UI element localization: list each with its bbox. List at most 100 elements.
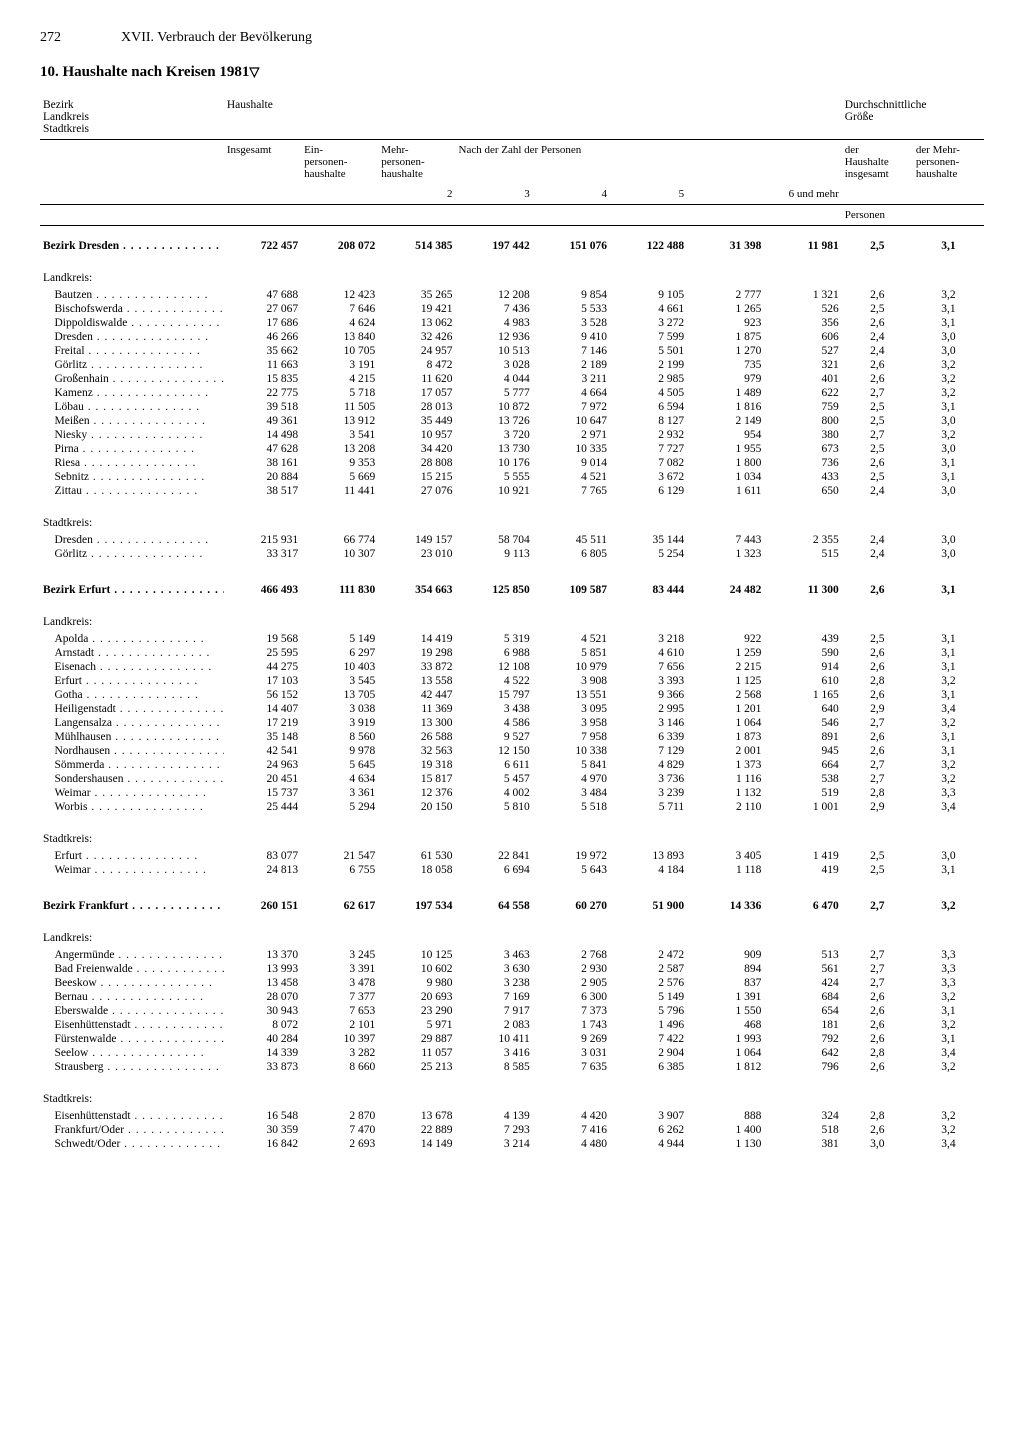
cell: 4 521 <box>533 470 610 484</box>
cell: 61 530 <box>378 849 455 863</box>
cell: 12 423 <box>301 288 378 302</box>
row-label: Sömmerda <box>40 758 224 772</box>
cell: 25 213 <box>378 1060 455 1083</box>
cell: 109 587 <box>533 570 610 606</box>
cell: 3,1 <box>913 570 984 606</box>
cell: 4 970 <box>533 772 610 786</box>
cell: 58 704 <box>456 533 533 547</box>
cell: 7 436 <box>456 302 533 316</box>
cell: 35 265 <box>378 288 455 302</box>
cell: 3,2 <box>913 1123 984 1137</box>
table-row: Erfurt17 1033 54513 5584 5223 9083 3931 … <box>40 674 984 688</box>
row-label: Kamenz <box>40 386 224 400</box>
hdr-insgesamt: Insgesamt <box>224 140 301 185</box>
cell: 9 105 <box>610 288 687 302</box>
cell: 7 422 <box>610 1032 687 1046</box>
table-row: Arnstadt25 5956 29719 2986 9885 8514 610… <box>40 646 984 660</box>
cell: 19 298 <box>378 646 455 660</box>
cell: 684 <box>764 990 841 1004</box>
cell: 10 338 <box>533 744 610 758</box>
cell: 2,9 <box>842 702 913 716</box>
cell: 3 214 <box>456 1137 533 1160</box>
cell: 3 272 <box>610 316 687 330</box>
cell: 4 944 <box>610 1137 687 1160</box>
cell: 16 548 <box>224 1109 301 1123</box>
cell: 7 727 <box>610 442 687 456</box>
cell: 2,6 <box>842 1004 913 1018</box>
cell: 2 995 <box>610 702 687 716</box>
cell: 1 812 <box>687 1060 764 1083</box>
cell: 15 817 <box>378 772 455 786</box>
cell: 891 <box>764 730 841 744</box>
cell: 546 <box>764 716 841 730</box>
cell: 622 <box>764 386 841 400</box>
cell: 1 400 <box>687 1123 764 1137</box>
cell: 1 800 <box>687 456 764 470</box>
cell: 2,5 <box>842 863 913 886</box>
table-row: Zittau38 51711 44127 07610 9217 7656 129… <box>40 484 984 507</box>
cell: 9 353 <box>301 456 378 470</box>
section-landkreis: Landkreis: <box>40 606 984 632</box>
row-label: Bad Freienwalde <box>40 962 224 976</box>
cell: 5 149 <box>610 990 687 1004</box>
cell: 2 472 <box>610 948 687 962</box>
households-table: Bezirk Landkreis Stadtkreis Haushalte Du… <box>40 95 984 1160</box>
cell: 34 420 <box>378 442 455 456</box>
cell: 32 563 <box>378 744 455 758</box>
cell: 2,4 <box>842 547 913 570</box>
cell: 2 083 <box>456 1018 533 1032</box>
cell: 2,6 <box>842 570 913 606</box>
cell: 20 884 <box>224 470 301 484</box>
cell: 2,7 <box>842 962 913 976</box>
cell: 837 <box>687 976 764 990</box>
table-row: Sömmerda24 9635 64519 3186 6115 8414 829… <box>40 758 984 772</box>
cell: 19 318 <box>378 758 455 772</box>
cell: 2,5 <box>842 442 913 456</box>
cell: 2,6 <box>842 730 913 744</box>
cell: 2 001 <box>687 744 764 758</box>
cell: 10 411 <box>456 1032 533 1046</box>
cell: 1 323 <box>687 547 764 570</box>
cell: 22 775 <box>224 386 301 400</box>
cell: 4 184 <box>610 863 687 886</box>
cell: 2 768 <box>533 948 610 962</box>
cell: 1 001 <box>764 800 841 823</box>
cell: 11 300 <box>764 570 841 606</box>
row-label: Bautzen <box>40 288 224 302</box>
cell: 111 830 <box>301 570 378 606</box>
cell: 3,4 <box>913 702 984 716</box>
cell: 5 851 <box>533 646 610 660</box>
cell: 3,0 <box>913 442 984 456</box>
cell: 1 321 <box>764 288 841 302</box>
cell: 4 664 <box>533 386 610 400</box>
cell: 62 617 <box>301 886 378 922</box>
cell: 1 125 <box>687 674 764 688</box>
cell: 954 <box>687 428 764 442</box>
table-row: Görlitz11 6633 1918 4723 0282 1892 19973… <box>40 358 984 372</box>
cell: 2,5 <box>842 470 913 484</box>
cell: 5 457 <box>456 772 533 786</box>
cell: 7 765 <box>533 484 610 507</box>
cell: 13 208 <box>301 442 378 456</box>
cell: 181 <box>764 1018 841 1032</box>
cell: 324 <box>764 1109 841 1123</box>
table-row: Löbau39 51811 50528 01310 8727 9726 5941… <box>40 400 984 414</box>
cell: 2 971 <box>533 428 610 442</box>
table-row: Schwedt/Oder16 8422 69314 1493 2144 4804… <box>40 1137 984 1160</box>
cell: 3,2 <box>913 886 984 922</box>
table-row: Niesky14 4983 54110 9573 7202 9712 93295… <box>40 428 984 442</box>
table-row: Eisenach44 27510 40333 87212 10810 9797 … <box>40 660 984 674</box>
cell: 3 238 <box>456 976 533 990</box>
cell: 2,6 <box>842 1123 913 1137</box>
cell: 3,4 <box>913 1137 984 1160</box>
cell: 25 595 <box>224 646 301 660</box>
cell: 7 635 <box>533 1060 610 1083</box>
cell: 3 146 <box>610 716 687 730</box>
table-row: Bernau28 0707 37720 6937 1696 3005 1491 … <box>40 990 984 1004</box>
cell: 3,2 <box>913 990 984 1004</box>
row-label: Weimar <box>40 786 224 800</box>
cell: 4 610 <box>610 646 687 660</box>
cell: 11 369 <box>378 702 455 716</box>
cell: 22 889 <box>378 1123 455 1137</box>
hdr-haushalte: Haushalte <box>224 95 842 140</box>
